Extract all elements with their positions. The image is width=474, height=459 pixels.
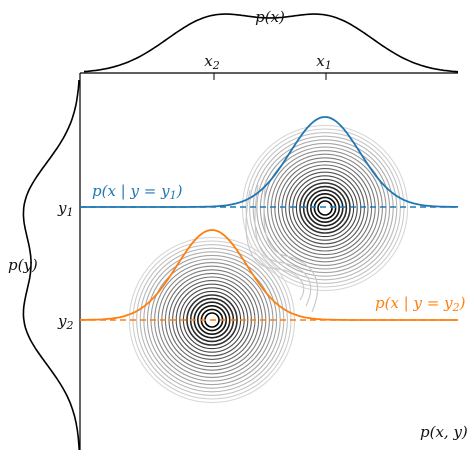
- contour-ring: [270, 153, 380, 263]
- contour-ring: [302, 185, 348, 231]
- contour-ring: [309, 193, 340, 224]
- contour-ring: [175, 283, 249, 357]
- contour-ring: [285, 168, 365, 248]
- contour-ring: [186, 294, 238, 346]
- contour-ring: [146, 254, 278, 386]
- contour-ring: [299, 182, 351, 234]
- contour-ring: [281, 164, 369, 252]
- contour-ring: [277, 160, 373, 256]
- px-label: p(x): [255, 8, 285, 26]
- y1-tick-label: y1: [57, 199, 73, 219]
- marginal-py-curve: [22, 79, 80, 451]
- contour-ring: [245, 128, 405, 288]
- contour-ring: [256, 139, 394, 277]
- contour-ring: [259, 142, 391, 274]
- contour-ring: [292, 175, 358, 241]
- joint-density-contours: [128, 124, 409, 404]
- contour-ring: [252, 135, 398, 281]
- contour-bridge: [245, 189, 305, 301]
- conditional-y1-curve: [80, 116, 458, 208]
- pxy-label: p(x, y): [420, 423, 468, 441]
- conditional-y1-label: p(x | y = y1): [92, 182, 183, 202]
- contour-ring: [136, 244, 288, 396]
- contour-ring: [295, 178, 355, 238]
- contour-ring: [317, 200, 333, 216]
- contour-ring: [306, 189, 344, 227]
- conditional-y2-curve: [80, 229, 458, 321]
- contour-ring: [197, 304, 228, 335]
- contour-ring: [249, 132, 401, 284]
- contour-bridge: [263, 179, 319, 313]
- contour-ring: [267, 150, 383, 266]
- contour-ring: [241, 124, 409, 292]
- contour-bridge: [254, 184, 312, 307]
- marginal-px-curve: [83, 13, 459, 73]
- contour-ring: [313, 196, 337, 220]
- x1-tick-label: x1: [316, 52, 331, 72]
- py-label: p(y): [8, 256, 38, 274]
- contour-ring: [274, 157, 376, 259]
- x2-tick-label: x2: [204, 52, 219, 72]
- contour-ring: [288, 171, 362, 245]
- conditional-y2-label: p(x | y = y2): [375, 294, 466, 314]
- y2-tick-label: y2: [57, 312, 73, 332]
